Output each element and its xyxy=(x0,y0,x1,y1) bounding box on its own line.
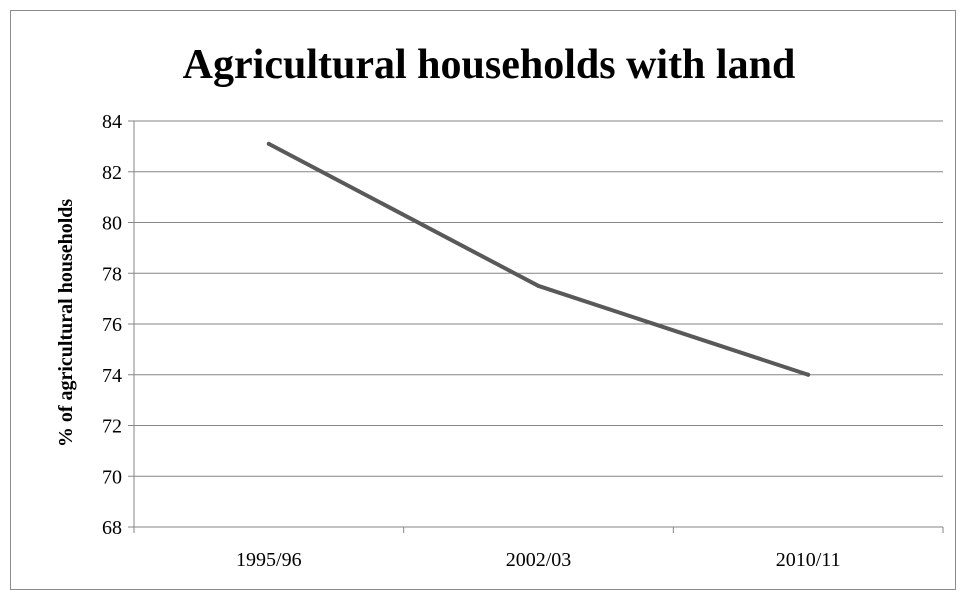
gridlines xyxy=(134,120,943,477)
y-tick-label: 76 xyxy=(102,314,122,336)
chart-title: Agricultural households with land xyxy=(183,42,796,88)
series xyxy=(266,141,811,377)
x-tick-label: 2002/03 xyxy=(506,549,572,571)
data-point xyxy=(536,283,541,288)
y-tick-label: 70 xyxy=(102,466,122,488)
axes xyxy=(128,120,944,533)
series-line xyxy=(266,141,811,377)
y-axis-label: % of agricultural households xyxy=(55,199,77,448)
y-tick-label: 84 xyxy=(102,111,122,133)
y-tick-label: 80 xyxy=(102,213,122,235)
x-tick-label: 2010/11 xyxy=(776,549,841,571)
data-point xyxy=(266,141,271,146)
y-tick-label: 68 xyxy=(102,517,122,539)
x-tick-label: 1995/96 xyxy=(236,549,302,571)
y-tick-label: 82 xyxy=(102,162,122,184)
y-tick-labels: 68 70 72 74 76 78 80 82 84 xyxy=(102,111,122,539)
y-tick-label: 72 xyxy=(102,416,122,438)
x-tick-labels: 1995/96 2002/03 2010/11 xyxy=(236,549,841,571)
y-tick-label: 74 xyxy=(102,365,122,387)
data-point xyxy=(806,372,811,377)
y-tick-label: 78 xyxy=(102,263,122,285)
chart-frame xyxy=(10,10,956,590)
